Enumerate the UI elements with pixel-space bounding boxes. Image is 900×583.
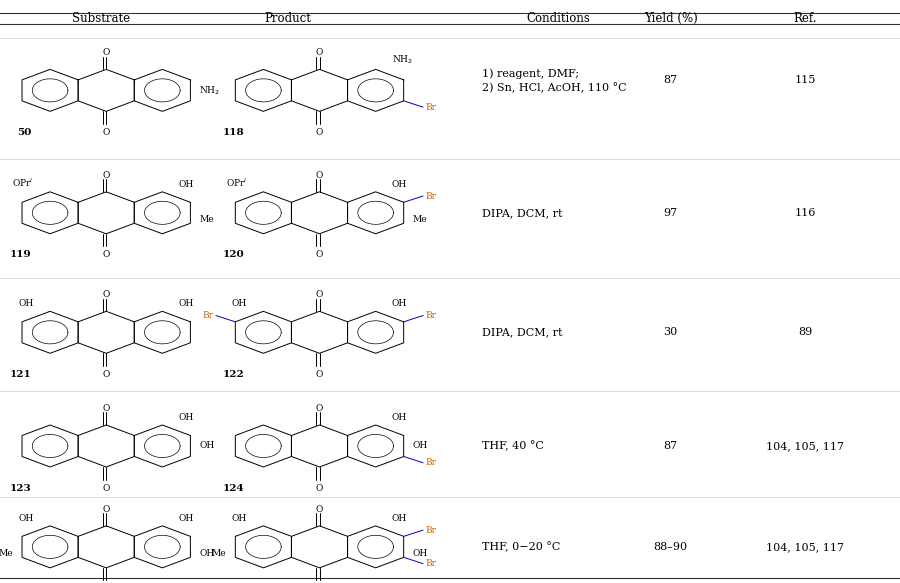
Text: 50: 50 — [17, 128, 32, 137]
Text: 87: 87 — [663, 75, 678, 86]
Text: 88–90: 88–90 — [653, 542, 688, 552]
Text: OH: OH — [412, 441, 427, 451]
Text: OH: OH — [392, 180, 407, 189]
Text: OPr$^i$: OPr$^i$ — [13, 177, 34, 189]
Text: Ref.: Ref. — [794, 12, 817, 25]
Text: Me: Me — [412, 215, 427, 224]
Text: OH: OH — [392, 514, 407, 523]
Text: O: O — [316, 128, 323, 137]
Text: Br: Br — [426, 559, 436, 568]
Text: O: O — [103, 290, 110, 299]
Text: NH$_2$: NH$_2$ — [392, 54, 413, 66]
Text: OH: OH — [178, 413, 194, 422]
Text: THF, 40 °C: THF, 40 °C — [482, 441, 544, 451]
Text: O: O — [103, 505, 110, 514]
Text: Br: Br — [426, 458, 436, 468]
Text: O: O — [103, 128, 110, 137]
Text: O: O — [316, 505, 323, 514]
Text: O: O — [316, 251, 323, 259]
Text: OH: OH — [392, 300, 407, 308]
Text: THF, 0−20 °C: THF, 0−20 °C — [482, 542, 560, 552]
Text: DIPA, DCM, rt: DIPA, DCM, rt — [482, 208, 562, 218]
Text: 115: 115 — [795, 75, 816, 86]
Text: O: O — [316, 290, 323, 299]
Text: Me: Me — [199, 215, 214, 224]
Text: 122: 122 — [223, 370, 245, 379]
Text: O: O — [103, 251, 110, 259]
Text: OH: OH — [199, 441, 214, 451]
Text: 121: 121 — [10, 370, 32, 379]
Text: 119: 119 — [10, 250, 32, 259]
Text: OH: OH — [232, 300, 248, 308]
Text: DIPA, DCM, rt: DIPA, DCM, rt — [482, 327, 562, 338]
Text: O: O — [103, 171, 110, 180]
Text: Br: Br — [202, 311, 213, 320]
Text: O: O — [316, 484, 323, 493]
Text: Br: Br — [426, 103, 436, 112]
Text: Substrate: Substrate — [72, 12, 130, 25]
Text: 89: 89 — [798, 327, 813, 338]
Text: O: O — [103, 370, 110, 379]
Text: OH: OH — [19, 300, 34, 308]
Text: OH: OH — [19, 514, 34, 523]
Text: 30: 30 — [663, 327, 678, 338]
Text: OH: OH — [392, 413, 407, 422]
Text: O: O — [316, 171, 323, 180]
Text: OH: OH — [178, 180, 194, 189]
Text: OH: OH — [178, 300, 194, 308]
Text: Br: Br — [426, 311, 436, 320]
Text: Me: Me — [0, 549, 14, 558]
Text: Conditions: Conditions — [526, 12, 590, 25]
Text: OH: OH — [412, 549, 427, 558]
Text: Me: Me — [212, 549, 227, 558]
Text: Br: Br — [426, 525, 436, 535]
Text: O: O — [316, 370, 323, 379]
Text: 116: 116 — [795, 208, 816, 218]
Text: 124: 124 — [223, 483, 245, 493]
Text: OH: OH — [232, 514, 248, 523]
Text: 97: 97 — [663, 208, 678, 218]
Text: O: O — [103, 48, 110, 57]
Text: Yield (%): Yield (%) — [644, 12, 698, 25]
Text: Product: Product — [265, 12, 311, 25]
Text: 118: 118 — [223, 128, 245, 137]
Text: Br: Br — [426, 191, 436, 201]
Text: O: O — [316, 404, 323, 413]
Text: OPr$^i$: OPr$^i$ — [226, 177, 248, 189]
Text: NH$_2$: NH$_2$ — [199, 84, 220, 97]
Text: O: O — [316, 48, 323, 57]
Text: OH: OH — [199, 549, 214, 558]
Text: OH: OH — [178, 514, 194, 523]
Text: O: O — [103, 404, 110, 413]
Text: 123: 123 — [10, 483, 32, 493]
Text: 87: 87 — [663, 441, 678, 451]
Text: 1) reagent, DMF;
2) Sn, HCl, AcOH, 110 °C: 1) reagent, DMF; 2) Sn, HCl, AcOH, 110 °… — [482, 68, 626, 93]
Text: 104, 105, 117: 104, 105, 117 — [767, 542, 844, 552]
Text: O: O — [103, 484, 110, 493]
Text: 104, 105, 117: 104, 105, 117 — [767, 441, 844, 451]
Text: 120: 120 — [223, 250, 245, 259]
